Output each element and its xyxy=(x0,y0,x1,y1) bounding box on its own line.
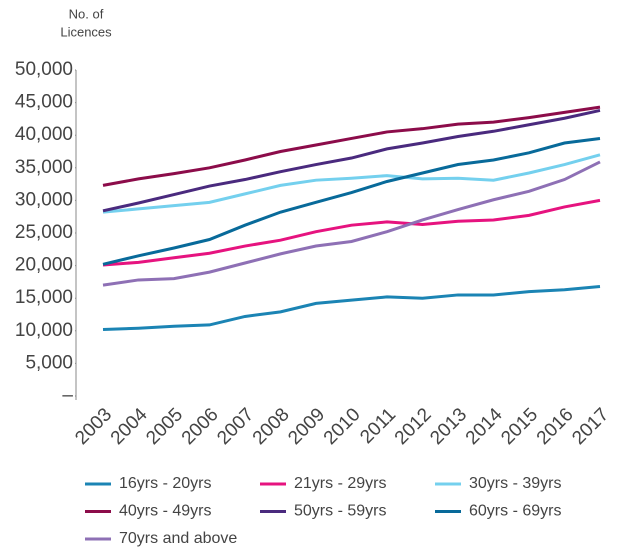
x-tick-label: 2005 xyxy=(142,404,187,449)
legend-label: 60yrs - 69yrs xyxy=(469,503,561,520)
legend-label: 40yrs - 49yrs xyxy=(119,503,211,520)
series-line xyxy=(102,284,601,331)
x-tick-label: 2014 xyxy=(462,404,507,449)
series-line xyxy=(102,160,601,287)
x-tick-label: 2011 xyxy=(356,404,400,448)
legend-label: 50yrs - 59yrs xyxy=(294,503,386,520)
y-tick-label: 25,000 xyxy=(15,222,73,243)
legend-label: 30yrs - 39yrs xyxy=(469,475,561,492)
x-tick-label: 2009 xyxy=(284,404,329,449)
y-axis-label: No. of xyxy=(69,6,104,21)
x-tick-label: 2016 xyxy=(533,404,578,449)
y-tick-label: 50,000 xyxy=(15,59,73,80)
series-line xyxy=(102,136,601,266)
x-tick-label: 2006 xyxy=(178,404,223,449)
x-tick-label: 2015 xyxy=(497,404,542,449)
y-tick-label: 30,000 xyxy=(15,189,73,210)
x-tick-label: 2010 xyxy=(320,404,365,449)
y-axis-label: Licences xyxy=(60,24,112,39)
legend-label: 21yrs - 29yrs xyxy=(294,475,386,492)
x-tick-label: 2008 xyxy=(249,404,294,449)
y-tick-label: – xyxy=(62,385,73,406)
x-tick-label: 2007 xyxy=(213,404,258,449)
x-tick-label: 2012 xyxy=(391,404,436,449)
y-tick-label: 40,000 xyxy=(15,124,73,145)
series-line xyxy=(102,105,601,187)
legend-label: 70yrs and above xyxy=(119,530,237,547)
x-tick-label: 2017 xyxy=(568,404,613,449)
legend-label: 16yrs - 20yrs xyxy=(119,475,211,492)
y-tick-label: 5,000 xyxy=(25,352,73,373)
y-tick-label: 15,000 xyxy=(15,287,73,308)
y-tick-label: 20,000 xyxy=(15,255,73,276)
series-line xyxy=(102,153,601,214)
series-line xyxy=(102,198,601,267)
series-line xyxy=(102,108,601,213)
y-tick-label: 45,000 xyxy=(15,92,73,113)
y-tick-label: 35,000 xyxy=(15,157,73,178)
x-tick-label: 2003 xyxy=(71,404,116,449)
y-tick-label: 10,000 xyxy=(15,320,73,341)
x-tick-label: 2004 xyxy=(107,404,152,449)
x-tick-label: 2013 xyxy=(426,404,471,449)
